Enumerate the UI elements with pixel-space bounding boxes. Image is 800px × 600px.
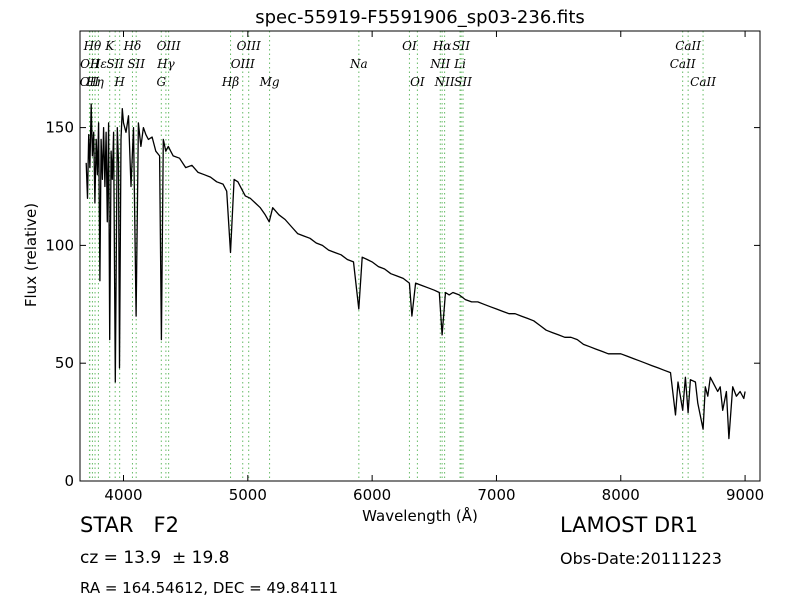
- x-tick-label-2: 6000: [353, 486, 391, 504]
- line-label-18: OI: [402, 39, 417, 53]
- line-label-25: SII: [454, 75, 472, 89]
- line-label-8: Hδ: [123, 39, 142, 53]
- line-label-12: OIII: [157, 39, 181, 53]
- object-class: STAR F2: [80, 513, 179, 537]
- y-tick-label-1: 50: [55, 354, 74, 372]
- line-label-22: NII: [434, 75, 455, 89]
- line-label-17: Na: [349, 57, 368, 71]
- line-label-28: CaII: [690, 75, 716, 89]
- x-axis-label: Wavelength (Å): [362, 506, 478, 525]
- line-label-24: SII: [452, 39, 470, 53]
- line-label-27: CaII: [675, 39, 701, 53]
- spectrum-line: [85, 103, 746, 440]
- x-tick-label-5: 9000: [726, 486, 764, 504]
- chart-title: spec-55919-F5591906_sp03-236.fits: [255, 7, 585, 28]
- line-label-0: OII: [80, 75, 100, 89]
- line-label-23: Li: [453, 57, 466, 71]
- axis-ticks: 4000 5000 6000 7000 8000 9000 0 50 100 150: [45, 31, 764, 504]
- line-label-4: Hε: [89, 57, 107, 71]
- plot-frame: [79, 30, 761, 482]
- line-label-16: Mg: [259, 75, 280, 89]
- survey-name: LAMOST DR1: [560, 513, 699, 537]
- line-label-3: Hη: [85, 75, 104, 89]
- line-label-10: G: [157, 75, 167, 89]
- line-label-21: Hα: [432, 39, 452, 53]
- y-tick-label-2: 100: [45, 236, 74, 254]
- redshift-value: cz = 13.9 ± 19.8: [80, 548, 230, 568]
- line-label-20: NII: [429, 57, 450, 71]
- line-label-7: H: [113, 75, 125, 89]
- line-label-13: Hβ: [221, 75, 239, 89]
- line-label-9: SII: [127, 57, 145, 71]
- emission-line-markers: [88, 31, 704, 481]
- line-label-15: OIII: [237, 39, 261, 53]
- y-tick-label-3: 150: [45, 119, 74, 137]
- observation-date: Obs-Date:20111223: [560, 549, 722, 568]
- line-label-19: OI: [410, 75, 425, 89]
- x-tick-label-1: 5000: [229, 486, 267, 504]
- y-axis-label: Flux (relative): [22, 203, 40, 307]
- sky-coordinates: RA = 164.54612, DEC = 49.84111: [80, 579, 339, 597]
- line-label-6: SII: [106, 57, 124, 71]
- line-label-1: OII: [80, 57, 100, 71]
- line-label-5: K: [104, 39, 115, 53]
- x-tick-label-0: 4000: [104, 486, 142, 504]
- emission-line-labels: OIIOIIHθHηHεKSIIHHδSIIGHγOIIIHβOIIIOIIIM…: [80, 39, 716, 89]
- y-tick-label-0: 0: [64, 472, 74, 490]
- line-label-2: Hθ: [83, 39, 102, 53]
- line-label-14: OIII: [231, 57, 255, 71]
- line-label-26: CaII: [670, 57, 696, 71]
- x-tick-label-4: 8000: [602, 486, 640, 504]
- line-label-11: Hγ: [156, 57, 175, 71]
- x-tick-label-3: 7000: [477, 486, 515, 504]
